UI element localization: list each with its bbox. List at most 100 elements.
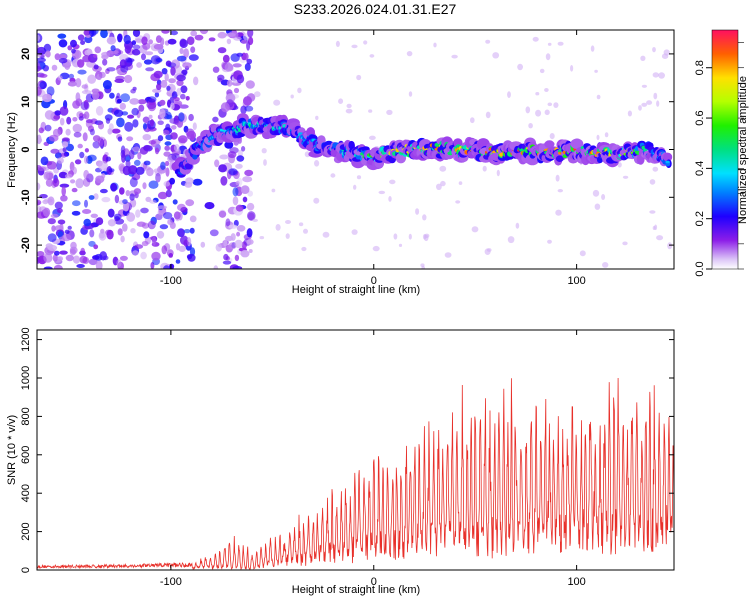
noise-blob: [102, 58, 108, 66]
noise-blob: [77, 143, 83, 149]
noise-blob: [259, 236, 265, 240]
noise-blob: [121, 153, 126, 163]
noise-blob: [61, 233, 72, 242]
noise-blob: [170, 30, 179, 36]
colorbar: 0.0 0.2 0.4 0.6 0.8 Normalized spectral ampl…: [694, 29, 749, 277]
noise-blob: [517, 63, 523, 71]
noise-blob: [386, 109, 393, 115]
noise-blob: [544, 88, 549, 92]
noise-blob: [137, 152, 142, 160]
noise-blob: [217, 31, 227, 39]
noise-blob: [232, 266, 243, 269]
noise-blob: [37, 251, 45, 257]
noise-blob: [59, 183, 70, 188]
noise-blob: [199, 30, 209, 35]
noise-blob: [58, 58, 68, 64]
noise-blob: [70, 241, 77, 250]
noise-blob: [176, 55, 187, 62]
noise-blob: [594, 203, 601, 210]
noise-blob: [135, 166, 145, 175]
noise-blob: [160, 79, 168, 88]
noise-blob: [553, 102, 559, 108]
noise-blob: [46, 86, 55, 96]
noise-blob: [227, 151, 237, 159]
noise-blob: [70, 179, 76, 184]
noise-blob: [50, 148, 60, 154]
noise-blob: [241, 39, 248, 44]
noise-blob: [59, 117, 65, 126]
noise-blob: [169, 177, 176, 185]
noise-blob: [83, 169, 90, 179]
noise-blob: [61, 186, 66, 197]
noise-blob: [58, 39, 68, 48]
noise-blob: [247, 211, 256, 221]
ridge-blob: [453, 138, 463, 148]
noise-blob: [72, 100, 80, 109]
noise-blob: [113, 109, 124, 117]
noise-blob: [106, 67, 116, 72]
noise-blob: [166, 85, 171, 91]
noise-blob: [177, 228, 185, 238]
noise-blob: [143, 144, 151, 151]
noise-blob: [351, 44, 358, 49]
noise-blob: [79, 151, 85, 159]
noise-blob: [150, 55, 161, 65]
noise-blob: [159, 224, 169, 230]
noise-blob: [80, 40, 86, 45]
noise-blob: [492, 52, 500, 59]
noise-blob: [192, 178, 203, 186]
noise-blob: [155, 35, 162, 43]
noise-blob: [528, 123, 533, 129]
noise-blob: [163, 265, 170, 269]
noise-blob: [166, 114, 173, 120]
noise-blob: [132, 146, 140, 152]
noise-blob: [141, 240, 149, 247]
noise-blob: [185, 177, 194, 185]
noise-blob: [54, 152, 62, 159]
noise-blob: [176, 79, 184, 87]
noise-blob: [557, 41, 564, 46]
noise-blob: [124, 121, 134, 132]
noise-blob: [627, 110, 633, 117]
noise-blob: [170, 132, 178, 140]
noise-blob: [172, 199, 178, 205]
noise-blob: [168, 78, 176, 84]
noise-blob: [226, 79, 233, 87]
noise-blob: [88, 258, 98, 266]
noise-blob: [181, 69, 188, 76]
noise-blob: [241, 146, 246, 152]
noise-blob: [653, 92, 658, 100]
noise-blob: [532, 36, 539, 42]
noise-blob: [116, 98, 122, 104]
noise-blob: [87, 154, 97, 162]
noise-blob: [232, 187, 239, 197]
noise-blob: [50, 213, 59, 219]
noise-blob: [105, 117, 111, 124]
noise-blob: [92, 255, 100, 260]
noise-blob: [64, 229, 70, 234]
noise-blob: [171, 91, 178, 99]
noise-blob: [120, 65, 129, 73]
noise-blob: [171, 125, 177, 130]
noise-blob: [423, 234, 429, 242]
colorbar-tick-label: 0.4: [694, 161, 706, 176]
noise-blob: [72, 117, 78, 122]
noise-blob: [149, 119, 155, 127]
noise-blob: [54, 250, 60, 256]
y-tick-label: 600: [20, 446, 32, 464]
noise-blob: [117, 228, 123, 236]
noise-blob: [143, 59, 153, 65]
noise-blob: [57, 208, 63, 214]
noise-blob: [156, 230, 165, 239]
noise-blob: [57, 75, 63, 81]
noise-blob: [183, 239, 189, 247]
noise-blob: [94, 46, 102, 54]
noise-blob: [372, 245, 380, 252]
noise-blob: [148, 140, 156, 145]
noise-blob: [233, 87, 240, 94]
noise-blob: [535, 109, 542, 117]
noise-blob: [601, 194, 606, 200]
noise-blob: [235, 163, 243, 169]
